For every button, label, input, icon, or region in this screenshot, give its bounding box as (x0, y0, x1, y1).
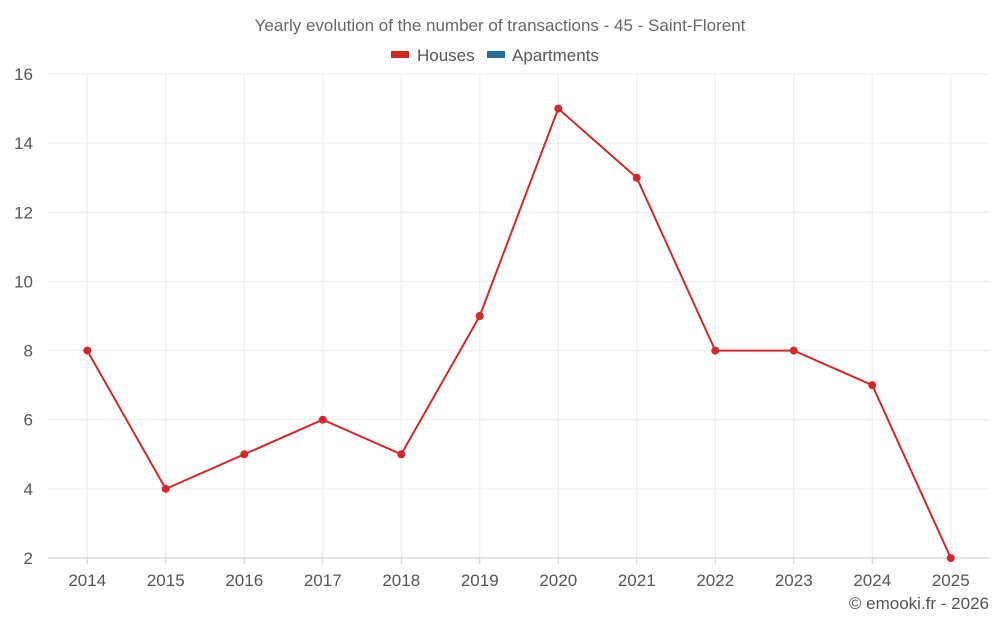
x-tick-label: 2017 (304, 571, 342, 590)
chart-title: Yearly evolution of the number of transa… (255, 16, 746, 35)
data-point-houses-2015[interactable] (161, 484, 170, 493)
legend-label-houses: Houses (417, 46, 475, 65)
y-tick-label: 6 (24, 411, 33, 430)
y-tick-label: 2 (24, 549, 33, 568)
data-point-houses-2024[interactable] (868, 381, 877, 390)
data-point-houses-2014[interactable] (83, 346, 92, 355)
y-tick-label: 16 (14, 65, 33, 84)
x-tick-label: 2018 (382, 571, 420, 590)
x-tick-label: 2019 (461, 571, 499, 590)
y-tick-label: 10 (14, 272, 33, 291)
data-point-houses-2017[interactable] (318, 415, 327, 424)
data-point-houses-2016[interactable] (240, 450, 249, 459)
legend-label-apartments: Apartments (512, 46, 599, 65)
series (83, 104, 955, 562)
x-tick-label: 2023 (775, 571, 813, 590)
legend: Houses Apartments (391, 46, 599, 65)
x-tick-label: 2022 (696, 571, 734, 590)
x-tick-label: 2025 (932, 571, 970, 590)
legend-swatch-houses (391, 51, 409, 58)
y-tick-label: 8 (24, 342, 33, 361)
series-line-houses (86, 107, 952, 559)
axes: 2 4 6 8 10 12 14 16 2014 2015 2016 2017 2018 2019 2020… (14, 65, 990, 590)
x-tick-label: 2016 (225, 571, 263, 590)
x-tick-label: 2021 (618, 571, 656, 590)
x-tick-label: 2015 (147, 571, 185, 590)
grid (48, 73, 990, 559)
data-point-houses-2022[interactable] (711, 346, 720, 355)
legend-item-houses[interactable]: Houses (391, 46, 475, 65)
x-tick-label: 2014 (68, 571, 106, 590)
x-tick-label: 2020 (539, 571, 577, 590)
data-point-houses-2019[interactable] (475, 312, 484, 320)
y-tick-label: 12 (14, 203, 33, 222)
legend-item-apartments[interactable]: Apartments (487, 46, 599, 65)
data-point-houses-2023[interactable] (789, 346, 798, 355)
data-point-houses-2025[interactable] (946, 554, 955, 562)
x-tick-label: 2024 (853, 571, 891, 590)
data-point-houses-2018[interactable] (397, 450, 406, 459)
y-tick-label: 14 (14, 134, 33, 153)
legend-swatch-apartments (487, 51, 505, 58)
credit-text: © emooki.fr - 2026 (849, 594, 989, 613)
y-tick-label: 4 (24, 480, 33, 499)
data-point-houses-2021[interactable] (632, 173, 641, 182)
data-point-houses-2020[interactable] (554, 104, 563, 113)
